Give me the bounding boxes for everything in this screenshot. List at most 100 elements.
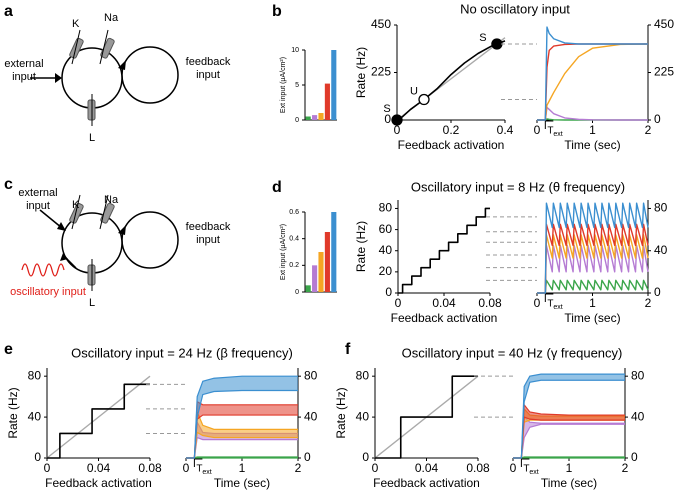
x-tick-label: 0 (395, 296, 402, 310)
synapse (118, 225, 126, 235)
y-tick-label: 80 (28, 368, 42, 382)
onset-label: ext (553, 304, 562, 311)
feedback-loop (121, 211, 179, 269)
x-axis-label: Feedback activation (45, 476, 152, 490)
x-tick-label: 0 (372, 461, 379, 475)
label: input (196, 234, 220, 246)
y-tick-label: 80 (654, 201, 668, 215)
y-tick-label: 0 (295, 289, 299, 296)
fixed-point (418, 93, 430, 106)
x-tick-label: 0 (394, 123, 401, 137)
chart-title: Oscillatory input = 24 Hz (β frequency) (71, 345, 293, 360)
band-fill (186, 411, 298, 458)
x-axis-label: Time (sec) (541, 476, 597, 490)
y-tick-label: 0 (384, 112, 391, 126)
x-tick-label: 0.08 (466, 461, 490, 475)
x-axis-label: Feedback activation (398, 138, 505, 152)
x-tick-label: 0.08 (478, 296, 502, 310)
x-tick-label: 0 (510, 461, 517, 475)
x-tick-label: 1 (566, 461, 573, 475)
panel-letter: b (272, 3, 282, 20)
bar (324, 83, 330, 120)
bar (324, 232, 330, 292)
line (537, 43, 649, 121)
x-tick-label: 0 (534, 123, 541, 137)
input-line (39, 209, 63, 229)
label: feedback (186, 56, 231, 68)
label: feedback (186, 221, 231, 233)
x-axis-label: Time (sec) (564, 138, 620, 152)
x-axis-label: Time (sec) (564, 311, 620, 325)
y-axis-label: Rate (Hz) (354, 221, 368, 272)
x-tick-label: 2 (295, 461, 302, 475)
band-lower (186, 389, 298, 459)
line (537, 202, 649, 294)
x-tick-label: 1 (589, 296, 596, 310)
y-tick-label: 20 (379, 264, 393, 278)
y-tick-label: 0 (654, 285, 661, 299)
arrow (71, 29, 81, 65)
y-tick-label: 0 (304, 450, 311, 464)
y-axis-label: Rate (Hz) (334, 387, 348, 438)
onset-label: ext (529, 469, 538, 476)
y-tick-label: 0.2 (289, 262, 299, 269)
chart-title: Oscillatory input = 8 Hz (θ frequency) (411, 179, 625, 194)
y-tick-label: 450 (371, 17, 391, 31)
onset-label: ext (202, 469, 211, 476)
feedback-loop (121, 46, 179, 104)
y-tick-label: 40 (379, 243, 393, 257)
onset-label: T (547, 299, 553, 310)
y-tick-label: 40 (28, 409, 42, 423)
x-tick-label: 0.04 (415, 461, 439, 475)
chart-title: No oscillatory input (460, 1, 570, 16)
panel-letter: e (4, 341, 13, 358)
x-tick-label: 0.4 (497, 123, 514, 137)
band-lower (186, 436, 298, 459)
label: L (89, 297, 95, 309)
bar (312, 265, 318, 292)
line (537, 279, 649, 294)
y-tick-label: 80 (379, 201, 393, 215)
fixed-point-label: U (410, 85, 418, 97)
panel-letter: d (272, 179, 282, 196)
fixed-point-label: S (383, 103, 390, 115)
x-axis-label: Feedback activation (373, 476, 480, 490)
neuron-diagram: K Na L external input feedback input osc… (10, 187, 231, 309)
y-tick-label: 0 (362, 450, 369, 464)
y-tick-label: 40 (654, 243, 668, 257)
fixed-point-label: S (479, 32, 486, 44)
x-tick-label: 2 (622, 461, 629, 475)
y-tick-label: 0 (654, 112, 661, 126)
onset-label: T (523, 464, 529, 475)
synapse (55, 73, 62, 83)
y-tick-label: 0.6 (289, 209, 299, 216)
label: input (196, 69, 220, 81)
y-tick-label: 0 (631, 450, 638, 464)
x-tick-label: 0.04 (432, 296, 456, 310)
line (398, 207, 490, 294)
bar (331, 212, 337, 292)
label: input (12, 71, 36, 83)
y-tick-label: 225 (371, 65, 391, 79)
y-tick-label: 5 (295, 82, 299, 89)
oscillation (21, 263, 65, 277)
bar (305, 116, 311, 120)
x-tick-label: 0.08 (138, 461, 162, 475)
y-tick-label: 0 (295, 117, 299, 124)
arrow (99, 194, 109, 230)
x-tick-label: 0 (534, 296, 541, 310)
line (537, 223, 649, 294)
onset-marker (544, 293, 554, 302)
label: Na (104, 12, 119, 24)
label: L (89, 132, 95, 144)
bar (312, 115, 318, 120)
panel-letter: f (345, 341, 351, 358)
band-lower (513, 423, 625, 459)
x-axis-label: Time (sec) (214, 476, 270, 490)
channel (69, 202, 84, 224)
y-axis-label: Ext input (µA/cm²) (280, 224, 287, 280)
y-tick-label: 450 (654, 17, 674, 31)
y-tick-label: 80 (304, 368, 318, 382)
y-tick-label: 0 (34, 450, 41, 464)
